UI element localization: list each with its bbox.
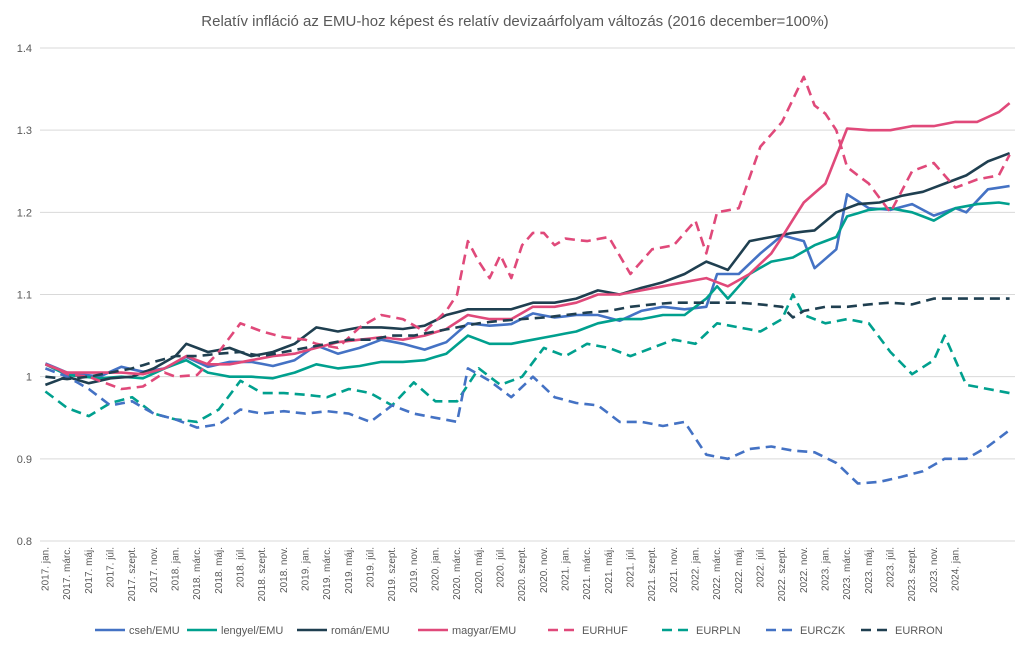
x-tick-label: 2018. júl. — [235, 547, 246, 588]
x-tick-label: 2020. jan. — [430, 547, 441, 591]
series-line-lengyel-emu — [44, 201, 1010, 380]
x-tick-label: 2023. júl. — [885, 547, 896, 588]
series-line-magyar-emu — [44, 102, 1011, 376]
x-tick-label: 2021. júl. — [625, 547, 636, 588]
x-tick-label: 2018. márc. — [192, 547, 203, 600]
y-tick-label: 0.8 — [17, 536, 32, 548]
legend-label: EURRON — [895, 625, 943, 637]
x-tick-label: 2020. márc. — [452, 547, 463, 600]
x-tick-label: 2020. máj. — [474, 547, 485, 594]
x-tick-label: 2017. júl. — [105, 547, 116, 588]
y-tick-label: 0.9 — [17, 454, 32, 466]
x-tick-label: 2018. nov. — [279, 547, 290, 593]
x-tick-label: 2021. nov. — [669, 547, 680, 593]
x-tick-label: 2023. jan. — [820, 547, 831, 591]
series-line-eurpln — [44, 293, 1010, 424]
legend-label: EURCZK — [800, 625, 846, 637]
x-tick-label: 2019. júl. — [365, 547, 376, 588]
y-tick-label: 1 — [26, 372, 32, 384]
x-tick-label: 2019. szept. — [387, 547, 398, 601]
x-tick-label: 2019. márc. — [322, 547, 333, 600]
x-tick-label: 2023. szept. — [907, 547, 918, 601]
y-tick-label: 1.4 — [17, 43, 32, 55]
x-axis-ticks: 2017. jan. 2017. márc. 2017. máj. 2017. júl… — [40, 547, 961, 601]
x-tick-label: 2022. nov. — [799, 547, 810, 593]
x-tick-label: 2022. márc. — [712, 547, 723, 600]
x-tick-label: 2017. máj. — [84, 547, 95, 594]
legend: cseh/EMU lengyel/EMU román/EMU magyar/EMU EU… — [95, 625, 943, 637]
x-tick-label: 2024. jan. — [950, 547, 961, 591]
x-tick-label: 2021. máj. — [604, 547, 615, 594]
x-tick-label: 2022. szept. — [777, 547, 788, 601]
legend-label: EURPLN — [696, 625, 741, 637]
y-tick-label: 1.2 — [17, 207, 32, 219]
x-tick-label: 2017. nov. — [149, 547, 160, 593]
chart-title: Relatív infláció az EMU-hoz képest és re… — [201, 13, 828, 30]
x-tick-label: 2023. máj. — [864, 547, 875, 594]
x-tick-label: 2019. jan. — [300, 547, 311, 591]
legend-label: lengyel/EMU — [221, 625, 283, 637]
x-tick-label: 2020. júl. — [495, 547, 506, 588]
x-tick-label: 2022. jan. — [690, 547, 701, 591]
series-line-eurron — [45, 297, 1010, 381]
legend-label: román/EMU — [331, 625, 390, 637]
x-tick-label: 2019. nov. — [409, 547, 420, 593]
x-tick-label: 2022. máj. — [734, 547, 745, 594]
x-tick-label: 2017. jan. — [40, 547, 51, 591]
x-tick-label: 2017. szept. — [127, 547, 138, 601]
x-tick-label: 2019. máj. — [344, 547, 355, 594]
y-tick-label: 1.3 — [17, 125, 32, 137]
x-tick-label: 2018. jan. — [170, 547, 181, 591]
legend-label: magyar/EMU — [452, 625, 516, 637]
x-tick-label: 2021. márc. — [582, 547, 593, 600]
series-line-eurhuf — [44, 75, 1011, 391]
x-tick-label: 2021. jan. — [560, 547, 571, 591]
legend-label: cseh/EMU — [129, 625, 180, 637]
gridlines — [40, 47, 1015, 542]
series-line-rom-n-emu — [44, 151, 1011, 387]
x-tick-label: 2018. máj. — [214, 547, 225, 594]
series-lines — [44, 75, 1011, 485]
x-tick-label: 2021. szept. — [647, 547, 658, 601]
y-tick-label: 1.1 — [17, 290, 32, 302]
x-tick-label: 2017. márc. — [62, 547, 73, 600]
x-tick-label: 2020. szept. — [517, 547, 528, 601]
legend-label: EURHUF — [582, 625, 628, 637]
x-tick-label: 2023. márc. — [842, 547, 853, 600]
x-tick-label: 2018. szept. — [257, 547, 268, 601]
y-axis-ticks: 0.8 0.9 1 1.1 1.2 1.3 1.4 — [17, 43, 32, 548]
x-tick-label: 2022. júl. — [755, 547, 766, 588]
x-tick-label: 2023. nov. — [929, 547, 940, 593]
series-line-cseh-emu — [44, 184, 1010, 379]
x-tick-label: 2020. nov. — [539, 547, 550, 593]
series-line-eurczk — [44, 367, 1011, 485]
